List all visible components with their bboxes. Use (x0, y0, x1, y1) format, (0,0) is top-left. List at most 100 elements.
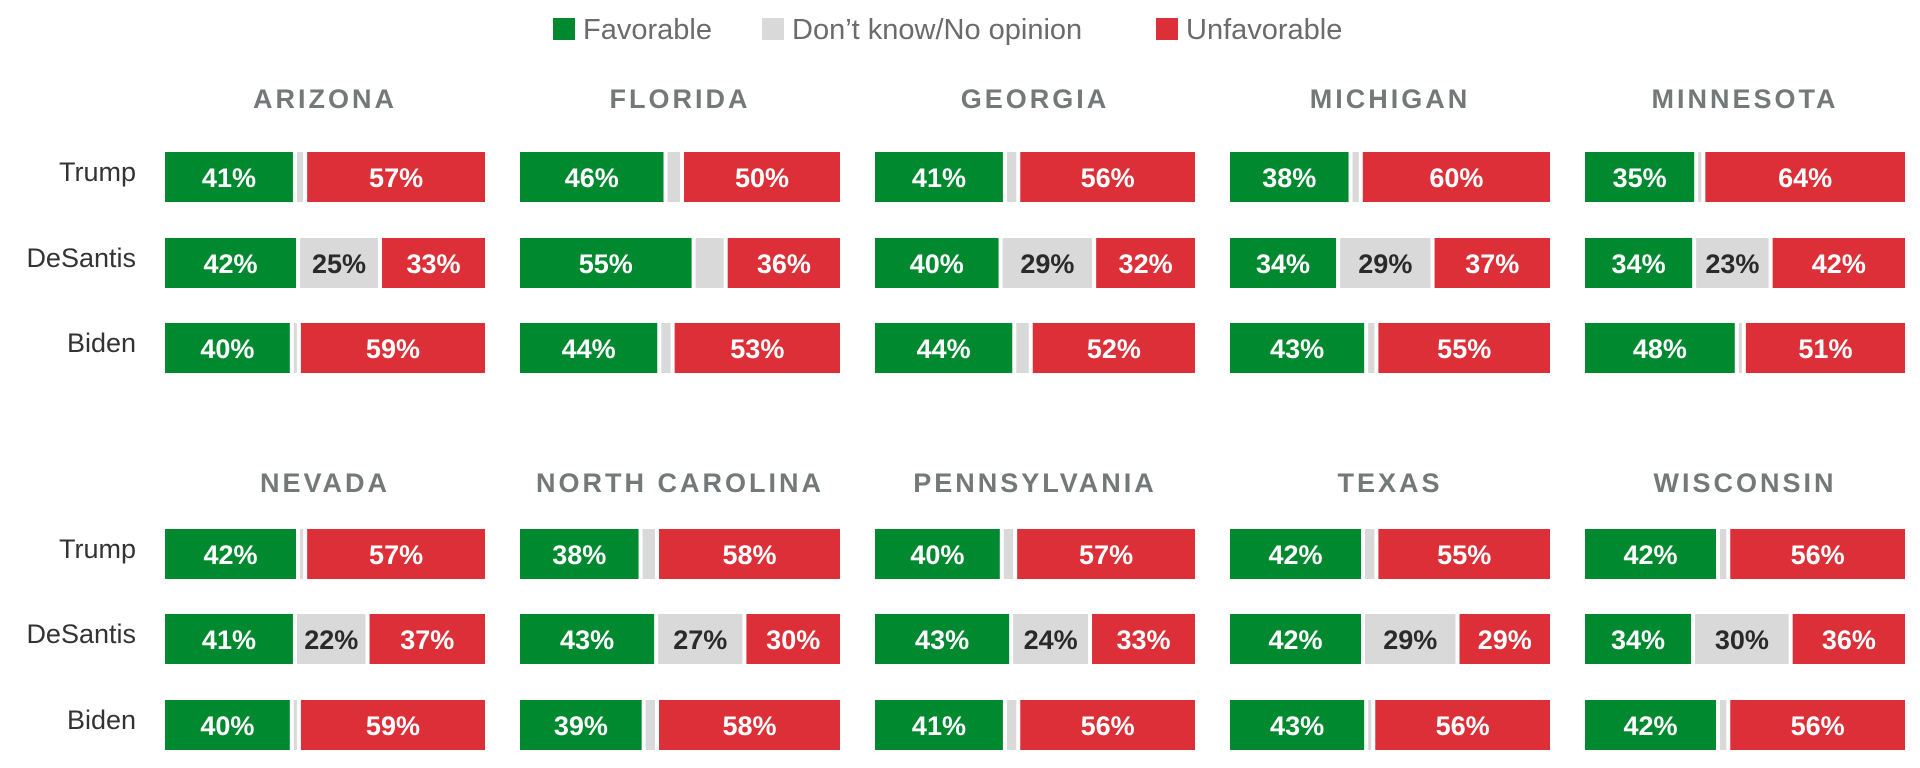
bar-nevada-biden: 40% 59% (165, 700, 485, 750)
segment-label-unfav: 57% (1079, 540, 1133, 570)
segment-label-fav: 40% (910, 540, 964, 570)
legend-item-dk: Don’t know/No opinion (762, 14, 1082, 46)
segment-unfav (1032, 323, 1195, 373)
segment-unfav (1730, 529, 1905, 579)
panel-title: PENNSYLVANIA (913, 468, 1157, 498)
segment-dk (1006, 152, 1017, 202)
segment-label-fav: 40% (200, 711, 254, 741)
segment-dk (296, 152, 304, 202)
segment-label-fav: 43% (1270, 334, 1324, 364)
legend-label-fav: Favorable (583, 14, 712, 46)
segment-label-fav: 42% (1268, 625, 1322, 655)
bar-texas-biden: 43% 56% (1230, 700, 1550, 750)
segment-label-fav: 34% (1611, 625, 1665, 655)
segment-dk (1720, 529, 1727, 579)
segment-unfav (1772, 238, 1905, 288)
segment-dk (1698, 152, 1702, 202)
segment-unfav (674, 323, 840, 373)
segment-dk (645, 700, 656, 750)
legend-swatch-dk (762, 18, 784, 40)
segment-fav (875, 700, 1003, 750)
segment-label-fav: 39% (554, 711, 608, 741)
segment-label-unfav: 42% (1812, 249, 1866, 279)
bar-michigan-trump: 38% 60% (1230, 152, 1550, 202)
segment-label-unfav: 37% (1465, 249, 1519, 279)
segment-dk (1368, 323, 1375, 373)
row-label-desantis: DeSantis (26, 619, 136, 649)
segment-fav (1585, 323, 1735, 373)
segment-fav (165, 700, 290, 750)
segment-dk (695, 238, 724, 288)
segment-fav (875, 614, 1010, 664)
segment-label-fav: 34% (1256, 249, 1310, 279)
segment-dk (642, 529, 656, 579)
bar-georgia-biden: 44% 52% (875, 323, 1195, 373)
segment-label-unfav: 51% (1798, 334, 1852, 364)
segment-unfav (1020, 700, 1195, 750)
segment-fav (520, 700, 642, 750)
segment-unfav (1378, 529, 1550, 579)
segment-label-unfav: 57% (369, 540, 423, 570)
bar-florida-biden: 44% 53% (520, 323, 840, 373)
segment-fav (875, 529, 1000, 579)
segment-unfav (746, 614, 840, 664)
segment-label-fav: 46% (565, 163, 619, 193)
segment-label-dk: 27% (673, 625, 727, 655)
bar-north-carolina-trump: 38% 58% (520, 529, 840, 579)
panel-texas: TEXAS 42% 55% 42% 29% 29% 43% 56% (1230, 468, 1550, 750)
bar-michigan-biden: 43% 55% (1230, 323, 1550, 373)
segment-dk (293, 700, 297, 750)
segment-label-fav: 34% (1612, 249, 1666, 279)
legend: Favorable Don’t know/No opinion Unfavorabl… (553, 14, 1342, 46)
segment-fav (165, 323, 290, 373)
panel-arizona: ARIZONA 41% 57% 42% 25% 33% 40% 59% (165, 84, 485, 373)
segment-fav (520, 614, 655, 664)
bar-texas-trump: 42% 55% (1230, 529, 1550, 579)
segment-fav (165, 614, 293, 664)
segment-label-dk: 24% (1024, 625, 1078, 655)
segment-fav (1585, 700, 1717, 750)
segment-label-fav: 44% (562, 334, 616, 364)
segment-label-unfav: 56% (1791, 540, 1845, 570)
panel-north-carolina: NORTH CAROLINA 38% 58% 43% 27% 30% 39% 58% (520, 468, 840, 750)
segment-fav (165, 238, 297, 288)
segment-unfav (307, 529, 485, 579)
segment-label-unfav: 50% (735, 163, 789, 193)
segment-label-unfav: 52% (1087, 334, 1141, 364)
segment-label-unfav: 32% (1119, 249, 1173, 279)
legend-swatch-fav (553, 18, 575, 40)
legend-label-unfav: Unfavorable (1186, 14, 1342, 46)
segment-label-fav: 42% (1268, 540, 1322, 570)
panel-florida: FLORIDA 46% 50% 55% 36% 44% 53% (520, 84, 840, 373)
bar-arizona-trump: 41% 57% (165, 152, 485, 202)
segment-label-unfav: 55% (1437, 334, 1491, 364)
segment-dk (1365, 614, 1456, 664)
segment-label-unfav: 59% (366, 711, 420, 741)
bar-pennsylvania-trump: 40% 57% (875, 529, 1195, 579)
segment-dk (1013, 614, 1089, 664)
legend-item-fav: Favorable (553, 14, 712, 46)
legend-item-unfav: Unfavorable (1156, 14, 1342, 46)
segment-unfav (300, 323, 485, 373)
panel-title: MINNESOTA (1652, 84, 1839, 114)
segment-dk (1738, 323, 1742, 373)
segment-label-fav: 43% (915, 625, 969, 655)
row-label-trump: Trump (59, 157, 136, 187)
panel-title: NORTH CAROLINA (536, 468, 824, 498)
row-label-biden: Biden (67, 705, 136, 735)
segment-label-unfav: 56% (1081, 163, 1135, 193)
segment-dk (1016, 323, 1029, 373)
bar-pennsylvania-desantis: 43% 24% 33% (875, 614, 1195, 664)
segment-label-unfav: 30% (766, 625, 820, 655)
panel-title: MICHIGAN (1310, 84, 1471, 114)
segment-fav (1230, 700, 1365, 750)
segment-fav (875, 238, 999, 288)
segment-label-unfav: 58% (722, 540, 776, 570)
segment-unfav (1730, 700, 1905, 750)
segment-unfav (1378, 323, 1550, 373)
segment-fav (1230, 323, 1365, 373)
bar-nevada-trump: 42% 57% (165, 529, 485, 579)
segment-fav (1230, 529, 1362, 579)
legend-label-dk: Don’t know/No opinion (792, 14, 1082, 46)
